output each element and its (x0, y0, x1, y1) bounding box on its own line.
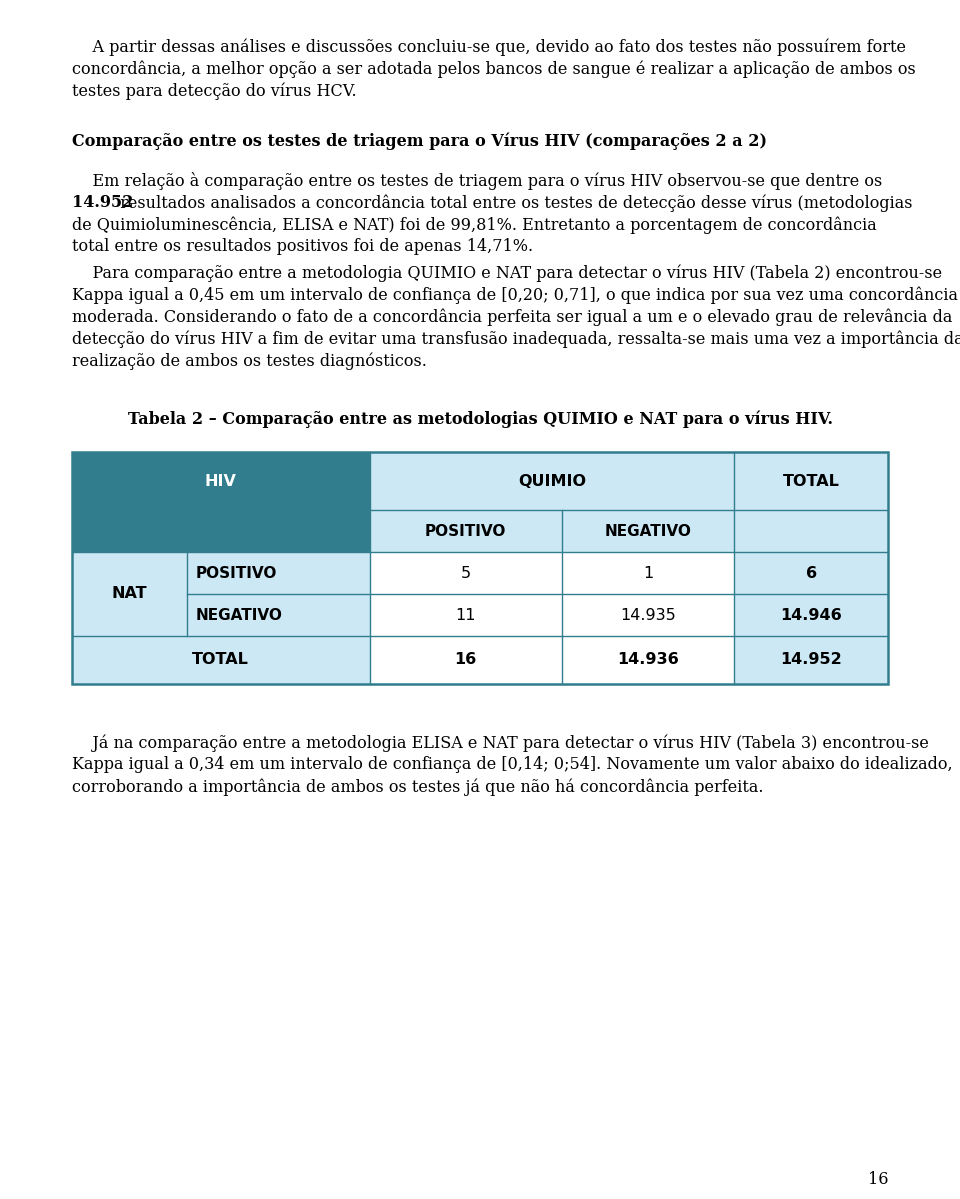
Bar (734, 552, 888, 594)
Bar (562, 552, 734, 594)
Text: NEGATIVO: NEGATIVO (605, 524, 691, 538)
Bar (72, 552, 187, 635)
Text: 14.946: 14.946 (780, 608, 842, 622)
Text: Tabela 2 – Comparação entre as metodologias QUIMIO e NAT para o vírus HIV.: Tabela 2 – Comparação entre as metodolog… (128, 410, 832, 428)
Bar (562, 635, 734, 683)
Text: Comparação entre os testes de triagem para o Vírus HIV (comparações 2 a 2): Comparação entre os testes de triagem pa… (72, 132, 767, 150)
Bar (562, 594, 734, 635)
Bar (734, 594, 888, 635)
Bar (72, 552, 187, 594)
Bar (72, 510, 370, 552)
Text: 6: 6 (805, 566, 817, 580)
Text: 1: 1 (643, 566, 653, 580)
Text: moderada. Considerando o fato de a concordância perfeita ser igual a um e o elev: moderada. Considerando o fato de a conco… (72, 308, 952, 325)
Bar (370, 594, 562, 635)
Bar (72, 452, 888, 683)
Text: TOTAL: TOTAL (782, 474, 840, 488)
Text: concordância, a melhor opção a ser adotada pelos bancos de sangue é realizar a a: concordância, a melhor opção a ser adota… (72, 60, 916, 78)
Bar (187, 552, 370, 594)
Text: NAT: NAT (111, 586, 148, 602)
Text: detecção do vírus HIV a fim de evitar uma transfusão inadequada, ressalta-se mai: detecção do vírus HIV a fim de evitar um… (72, 330, 960, 348)
Text: Kappa igual a 0,45 em um intervalo de confiança de [0,20; 0,71], o que indica po: Kappa igual a 0,45 em um intervalo de co… (72, 287, 958, 303)
Text: HIV: HIV (204, 474, 237, 488)
Text: 11: 11 (455, 608, 476, 622)
Text: Kappa igual a 0,34 em um intervalo de confiança de [0,14; 0;54]. Novamente um va: Kappa igual a 0,34 em um intervalo de co… (72, 757, 952, 773)
Text: Já na comparação entre a metodologia ELISA e NAT para detectar o vírus HIV (Tabe: Já na comparação entre a metodologia ELI… (72, 734, 929, 752)
Text: 16: 16 (868, 1171, 888, 1188)
Text: 14.936: 14.936 (617, 652, 679, 668)
Bar (562, 510, 734, 552)
Text: A partir dessas análises e discussões concluiu-se que, devido ao fato dos testes: A partir dessas análises e discussões co… (72, 38, 906, 55)
Text: resultados analisados a concordância total entre os testes de detecção desse vír: resultados analisados a concordância tot… (115, 194, 913, 211)
Text: QUIMIO: QUIMIO (518, 474, 586, 488)
Bar (734, 452, 888, 510)
Bar (72, 452, 370, 510)
Text: total entre os resultados positivos foi de apenas 14,71%.: total entre os resultados positivos foi … (72, 237, 533, 255)
Bar (370, 552, 562, 594)
Text: 14.935: 14.935 (620, 608, 676, 622)
Text: realização de ambos os testes diagnósticos.: realização de ambos os testes diagnóstic… (72, 353, 427, 369)
Text: corroborando a importância de ambos os testes já que não há concordância perfeit: corroborando a importância de ambos os t… (72, 778, 763, 795)
Text: testes para detecção do vírus HCV.: testes para detecção do vírus HCV. (72, 82, 356, 100)
Text: 14.952: 14.952 (72, 194, 133, 211)
Text: POSITIVO: POSITIVO (425, 524, 506, 538)
Text: de Quimioluminescência, ELISA e NAT) foi de 99,81%. Entretanto a porcentagem de : de Quimioluminescência, ELISA e NAT) foi… (72, 216, 876, 234)
Text: 16: 16 (454, 652, 477, 668)
Text: Em relação à comparação entre os testes de triagem para o vírus HIV observou-se : Em relação à comparação entre os testes … (72, 171, 882, 189)
Text: 14.952: 14.952 (780, 652, 842, 668)
Bar (72, 635, 370, 683)
Text: Para comparação entre a metodologia QUIMIO e NAT para detectar o vírus HIV (Tabe: Para comparação entre a metodologia QUIM… (72, 264, 942, 282)
Text: TOTAL: TOTAL (192, 652, 250, 668)
Bar (370, 510, 562, 552)
Bar (734, 635, 888, 683)
Bar (370, 635, 562, 683)
Text: 5: 5 (461, 566, 470, 580)
Bar (187, 594, 370, 635)
Text: POSITIVO: POSITIVO (195, 566, 276, 580)
Text: NEGATIVO: NEGATIVO (195, 608, 282, 622)
Bar (72, 594, 187, 635)
Bar (734, 510, 888, 552)
Bar (370, 452, 734, 510)
